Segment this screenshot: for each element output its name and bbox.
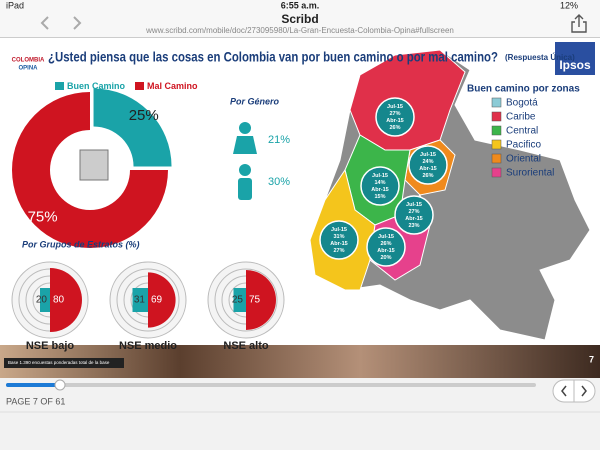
bubble-text: 27% — [408, 209, 419, 215]
zone-name: Oriental — [506, 154, 541, 165]
bubble-text: 26% — [389, 125, 400, 131]
bubble — [394, 195, 434, 235]
battery: 12% — [560, 0, 578, 10]
zone-name: Pacifico — [506, 140, 541, 151]
bubble-text: 26% — [422, 173, 433, 179]
bubble — [319, 220, 359, 260]
bubble-text: Abr-15 — [377, 248, 394, 254]
logo-text: OPINA — [18, 66, 38, 72]
footnote: Base 1.390 encuestas ponderadas total de… — [8, 360, 110, 365]
value-label: 80 — [53, 295, 65, 306]
bubble — [360, 166, 400, 206]
bar-mal — [246, 270, 276, 330]
value-label: 75 — [249, 295, 261, 306]
page-arrows[interactable] — [552, 379, 596, 403]
gender-value: 30% — [268, 176, 290, 188]
bubble-text: Abr-15 — [330, 241, 347, 247]
progress-thumb[interactable] — [54, 379, 66, 391]
bar-buen — [233, 288, 246, 312]
ring — [214, 268, 278, 332]
bubble-text: Jul-15 — [420, 152, 436, 158]
bubble-text: 27% — [333, 248, 344, 254]
bubble-text: 24% — [422, 159, 433, 165]
bubble-text: 15% — [374, 194, 385, 200]
zone-swatch — [491, 97, 502, 108]
legend-label: Mal Camino — [147, 81, 198, 91]
logo-text: COLOMBIA — [12, 58, 45, 64]
bubble-text: 27% — [389, 111, 400, 117]
progress-fill — [6, 383, 60, 387]
slide-title: ¿Usted piensa que las cosas en Colombia … — [48, 50, 498, 65]
bubble-text: 20% — [380, 255, 391, 261]
bubble-text: Jul-15 — [406, 202, 422, 208]
legend-label: Buen Camino — [67, 81, 126, 91]
value-label: 25 — [232, 295, 244, 306]
legend-swatch — [55, 82, 64, 90]
bar-buen — [40, 288, 50, 312]
bar-mal — [148, 272, 176, 328]
slide-subtitle: (Respuesta Única) — [505, 53, 575, 62]
progress-track[interactable] — [6, 383, 536, 387]
donut-slice — [12, 92, 168, 248]
brand: Ipsos — [559, 58, 591, 72]
legend-swatch — [135, 82, 144, 90]
bubble-text: 26% — [380, 241, 391, 247]
group-name: NSE medio — [119, 340, 177, 352]
reader-bar — [0, 378, 600, 450]
zone-swatch — [491, 167, 502, 178]
bubble-text: Abr-15 — [419, 166, 436, 172]
bubble — [366, 227, 406, 267]
bubble-text: Abr-15 — [386, 118, 403, 124]
zone-name: Central — [506, 126, 538, 137]
bubble-text: Jul-15 — [378, 234, 394, 240]
bubble-text: 31% — [333, 234, 344, 240]
share-button[interactable] — [571, 14, 587, 33]
map-legend-title: Buen camino por zonas — [467, 84, 580, 95]
bubble-text: Jul-15 — [331, 227, 347, 233]
value-label: 31 — [134, 295, 146, 306]
bubble-text: 14% — [374, 180, 385, 186]
clock: 6:55 a.m. — [281, 0, 320, 10]
gender-icons — [233, 122, 257, 200]
page-indicator: PAGE 7 OF 61 — [6, 396, 65, 406]
donut-slice — [93, 88, 172, 167]
url: www.scribd.com/mobile/doc/273095980/La-G… — [145, 26, 454, 35]
device-label: iPad — [6, 0, 24, 10]
gender-value: 21% — [268, 134, 290, 146]
zone-swatch — [491, 139, 502, 150]
donut-label: 75% — [28, 208, 58, 225]
bubble — [375, 97, 415, 137]
zone-name: Suroriental — [506, 168, 554, 179]
bubble-text: 23% — [408, 223, 419, 229]
zone-swatch — [491, 125, 502, 136]
bubble-text: Jul-15 — [387, 104, 403, 110]
zone-swatch — [491, 111, 502, 122]
bar-buen — [132, 288, 148, 312]
bubble-text: Jul-15 — [372, 173, 388, 179]
bubble-text: Abr-15 — [405, 216, 422, 222]
zone-swatch — [491, 153, 502, 164]
zone-name: Caribe — [506, 112, 536, 123]
ring — [116, 268, 180, 332]
thumbs-down-icon — [79, 149, 109, 181]
slide-number: 7 — [589, 354, 594, 364]
back-button[interactable] — [40, 16, 49, 30]
bubble-text: Abr-15 — [371, 187, 388, 193]
top-bar — [0, 0, 600, 38]
bubble — [408, 145, 448, 185]
section-title: Por Grupos de Estratos (%) — [22, 239, 140, 249]
value-label: 20 — [36, 295, 48, 306]
zone-name: Bogotá — [506, 98, 538, 109]
section-title: Por Género — [230, 96, 280, 106]
group-name: NSE bajo — [26, 340, 75, 352]
page-title: Scribd — [281, 12, 318, 26]
footnote-box — [4, 358, 124, 368]
donut-label: 25% — [129, 107, 159, 124]
forward-button[interactable] — [73, 16, 82, 30]
value-label: 69 — [151, 295, 163, 306]
ipsos-logo — [555, 42, 595, 75]
bar-mal — [50, 268, 82, 332]
group-name: NSE alto — [223, 340, 269, 352]
